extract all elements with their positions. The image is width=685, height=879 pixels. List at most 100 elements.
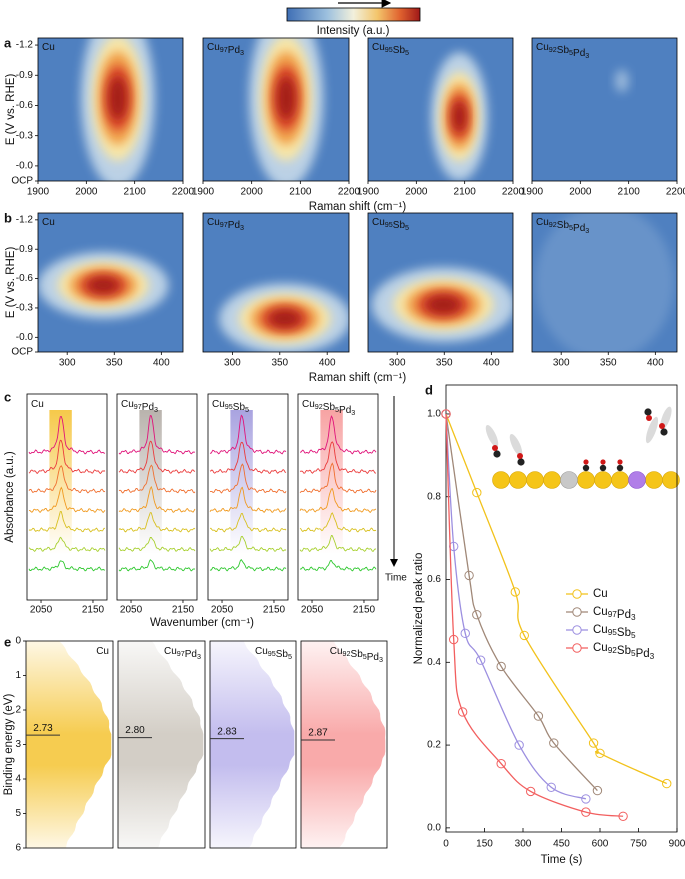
- x-tick-label: 300: [59, 358, 76, 369]
- x-tick-label: 2000: [75, 187, 98, 198]
- spectrum: [209, 463, 287, 494]
- x-tick-label: 350: [600, 358, 617, 369]
- dos-profile: [118, 641, 204, 848]
- x-tick-label: 400: [483, 358, 500, 369]
- panel-name: Cu97Pd3: [121, 399, 158, 414]
- panel-letter: d: [425, 382, 433, 397]
- x-tick-label: 2100: [124, 187, 147, 198]
- heatmap-blob: [87, 277, 119, 294]
- spectrum: [209, 486, 287, 513]
- panel-name: Cu95Sb5: [372, 42, 409, 57]
- x-tick-label: 2100: [289, 187, 312, 198]
- data-point: [449, 634, 459, 645]
- x-tick-label: 2200: [502, 187, 525, 198]
- y-tick-label: -1.2: [16, 214, 34, 225]
- panel-name: Cu92Sb5Pd3: [302, 399, 355, 417]
- panel-frame: [367, 212, 514, 353]
- heatmap-blob: [452, 101, 467, 133]
- data-point: [475, 655, 486, 665]
- y-axis-label: Absorbance (a.u.): [4, 451, 16, 543]
- data-point: [662, 778, 672, 789]
- data-point: [441, 409, 451, 419]
- data-point: [595, 748, 605, 759]
- y-tick-label: -0.3: [16, 303, 34, 314]
- data-point: [496, 661, 506, 672]
- heatmap: [203, 38, 349, 181]
- panel-name: Cu: [42, 42, 55, 53]
- y-tick-label: 3: [15, 739, 21, 750]
- legend-label: Cu97Pd3: [593, 606, 636, 622]
- y-tick-label: 1.0: [427, 409, 441, 420]
- legend-label: Cu: [593, 588, 608, 600]
- y-tick-label: 0.8: [427, 491, 441, 502]
- x-tick-label: 2200: [172, 187, 195, 198]
- panel-frame: [207, 393, 289, 601]
- panel-letter: e: [4, 634, 11, 649]
- x-tick-label: 350: [271, 358, 288, 369]
- data-point: [526, 786, 536, 797]
- highlight-band: [320, 410, 343, 555]
- series-line: [445, 413, 598, 792]
- panel-name: Cu95Sb5: [255, 646, 292, 661]
- x-tick-label: 2150: [263, 605, 286, 616]
- panel-frame: [37, 37, 184, 182]
- panel-letter: a: [4, 35, 12, 50]
- y-tick-label: 6: [15, 843, 21, 854]
- y-tick-label: -0.0: [16, 161, 34, 172]
- y-tick-label: 0.4: [427, 657, 441, 668]
- y-tick-label: 4: [15, 774, 21, 785]
- series-line: [445, 413, 587, 800]
- spectrum: [299, 559, 377, 572]
- y-tick-label: 0.0: [427, 823, 441, 834]
- x-axis-label: Time (s): [541, 854, 583, 866]
- panel-frame: [37, 212, 184, 353]
- series-line: [445, 413, 668, 785]
- colorbar: [286, 7, 421, 22]
- data-point: [457, 707, 468, 717]
- panel-letter: c: [4, 389, 11, 404]
- spectrum: [118, 559, 196, 572]
- legend-label: Cu95Sb5: [593, 624, 636, 640]
- dos-profile: [301, 641, 386, 848]
- panel-frame: [531, 212, 678, 353]
- x-tick-label: 1900: [521, 187, 544, 198]
- y-tick-label: -0.6: [16, 273, 34, 284]
- x-tick-label: 2000: [405, 187, 428, 198]
- x-tick-label: 2050: [30, 605, 53, 616]
- panel-name: Cu97Pd3: [207, 42, 244, 57]
- y-tick-label: 1: [15, 670, 21, 681]
- x-tick-label: 400: [647, 358, 664, 369]
- data-point: [588, 738, 599, 748]
- spectrum: [209, 535, 287, 553]
- x-tick-label: 150: [476, 839, 493, 850]
- spectrum: [28, 439, 106, 475]
- panel-name: Cu95Sb5: [372, 217, 409, 232]
- x-tick-label: 1900: [357, 187, 380, 198]
- x-tick-label: 300: [553, 358, 570, 369]
- heatmap: [203, 213, 349, 352]
- x-tick-label: 300: [224, 358, 241, 369]
- heatmap-blob: [534, 213, 675, 352]
- panel-name: Cu95Sb5: [212, 399, 249, 414]
- x-tick-label: 300: [515, 839, 532, 850]
- x-axis-label: Wavenumber (cm⁻¹): [150, 617, 254, 629]
- spectrum: [118, 512, 196, 533]
- panel-frame: [531, 37, 678, 182]
- x-tick-label: 400: [153, 358, 170, 369]
- annotation: Time: [385, 573, 407, 584]
- data-point: [581, 807, 591, 817]
- highlight-band: [49, 410, 72, 555]
- x-axis-label: Raman shift (cm⁻¹): [309, 201, 407, 213]
- y-tick-label: -0.9: [16, 244, 34, 255]
- panel-frame: [202, 212, 350, 353]
- heatmap-bg: [532, 38, 677, 181]
- x-tick-label: 350: [106, 358, 123, 369]
- y-axis-label: Normalized peak ratio: [413, 553, 425, 665]
- spectrum: [28, 560, 106, 572]
- y-axis-label: E (V vs. RHE): [5, 74, 17, 146]
- y-axis-label: Binding energy (eV): [3, 694, 15, 796]
- spectrum: [118, 415, 196, 455]
- dos-profile: [210, 641, 295, 848]
- x-tick-label: 1900: [192, 187, 215, 198]
- panel-frame: [117, 640, 206, 849]
